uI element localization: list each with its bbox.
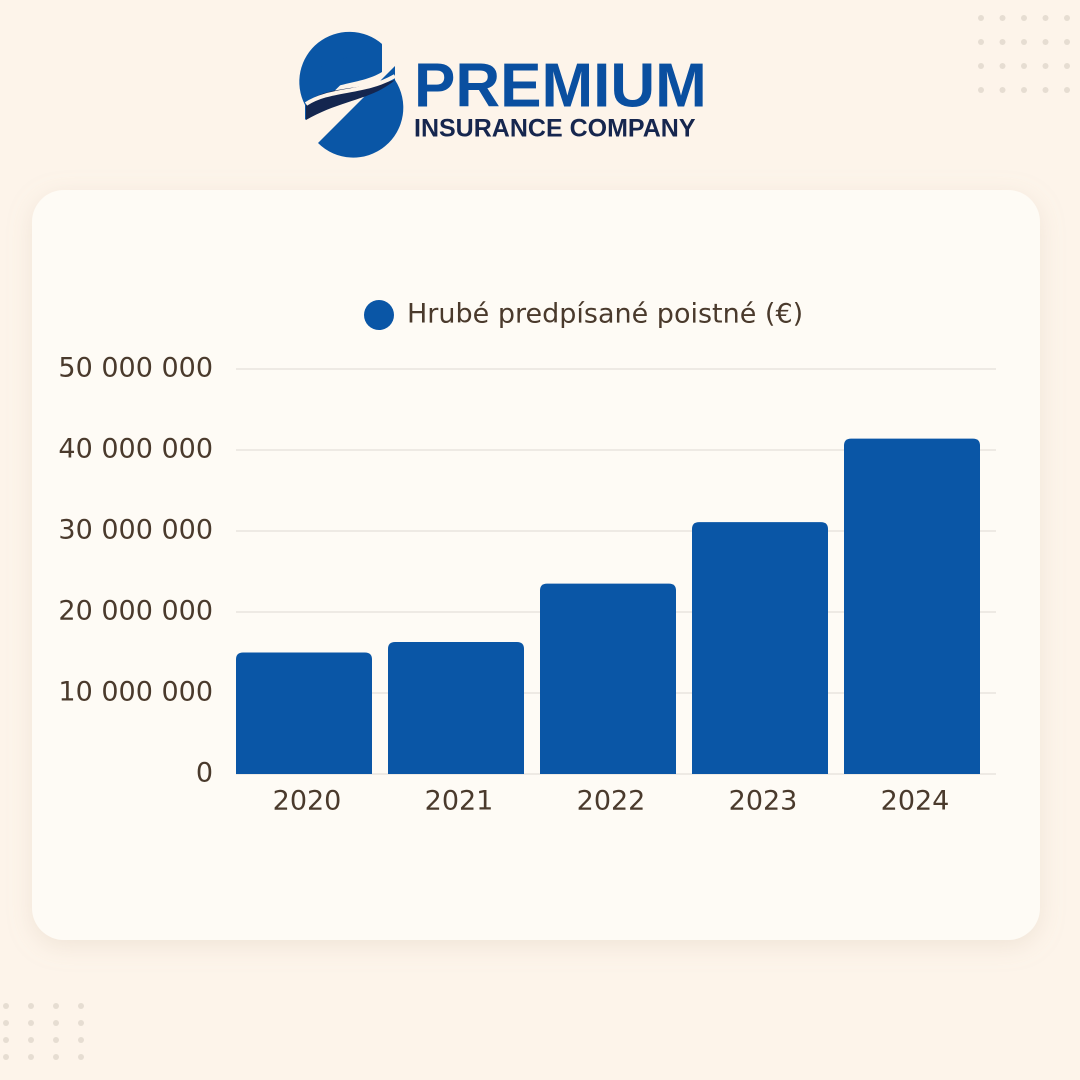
chart: 0 10 000 000 20 000 000 30 000 000 40 000 00… <box>58 299 996 817</box>
bar <box>388 641 524 774</box>
decor-dot <box>1064 87 1070 93</box>
x-tick-label: 2021 <box>425 786 494 817</box>
decor-dot <box>53 1020 59 1026</box>
decor-dot <box>1064 39 1070 45</box>
legend-label: Hrubé predpísané poistné (€) <box>407 299 803 330</box>
decor-dot <box>999 63 1006 69</box>
y-tick-label: 30 000 000 <box>58 515 213 546</box>
decor-dot <box>1021 63 1027 69</box>
decor-dot <box>978 63 984 69</box>
decor-dot <box>28 1037 34 1043</box>
decor-dot <box>1042 63 1049 69</box>
decor-dot <box>999 39 1006 45</box>
x-tick-label: 2024 <box>881 786 950 817</box>
brand-tagline: INSURANCE COMPANY <box>414 115 696 143</box>
bar <box>236 652 372 774</box>
x-tick-label: 2022 <box>577 786 646 817</box>
bar <box>540 583 676 774</box>
bar <box>692 522 828 774</box>
bar <box>844 438 980 774</box>
y-tick-label: 0 <box>196 758 213 789</box>
logo-mark <box>305 44 382 105</box>
decor-dot <box>28 1003 34 1009</box>
decor-dot <box>1021 87 1027 93</box>
decor-dot <box>1064 15 1070 21</box>
x-tick-label: 2020 <box>273 786 342 817</box>
decor-dot <box>978 15 984 21</box>
decor-dot <box>53 1037 59 1043</box>
decor-dots <box>3 15 1070 1060</box>
y-tick-label: 20 000 000 <box>58 596 213 627</box>
decor-dot <box>978 39 984 45</box>
decor-dot <box>999 87 1006 93</box>
decor-dot <box>3 1037 9 1043</box>
logo: PREMIUM INSURANCE COMPANY <box>299 31 707 158</box>
decor-dot <box>1042 87 1049 93</box>
decor-dot <box>3 1054 9 1060</box>
decor-dot <box>1021 15 1027 21</box>
decor-dot <box>78 1054 84 1060</box>
decor-dot <box>28 1054 34 1060</box>
decor-dot <box>53 1054 59 1060</box>
y-tick-label: 10 000 000 <box>58 677 213 708</box>
legend-marker <box>364 300 394 330</box>
decor-dot <box>78 1037 84 1043</box>
brand-name: PREMIUM <box>414 51 707 120</box>
decor-dot <box>1064 63 1070 69</box>
decor-dot <box>978 87 984 93</box>
x-tick-label: 2023 <box>729 786 798 817</box>
decor-dot <box>1042 15 1049 21</box>
logo-swoosh <box>304 74 397 106</box>
decor-dot <box>28 1020 34 1026</box>
decor-dot <box>1042 39 1049 45</box>
decor-dot <box>78 1003 84 1009</box>
decor-dot <box>3 1020 9 1026</box>
logo-mark <box>306 80 395 120</box>
decor-dot <box>3 1003 9 1009</box>
decor-dot <box>1021 39 1027 45</box>
decor-dot <box>999 15 1006 21</box>
y-tick-label: 40 000 000 <box>58 434 213 465</box>
decor-dot <box>53 1003 59 1009</box>
y-tick-label: 50 000 000 <box>58 353 213 384</box>
decor-dot <box>78 1020 84 1026</box>
